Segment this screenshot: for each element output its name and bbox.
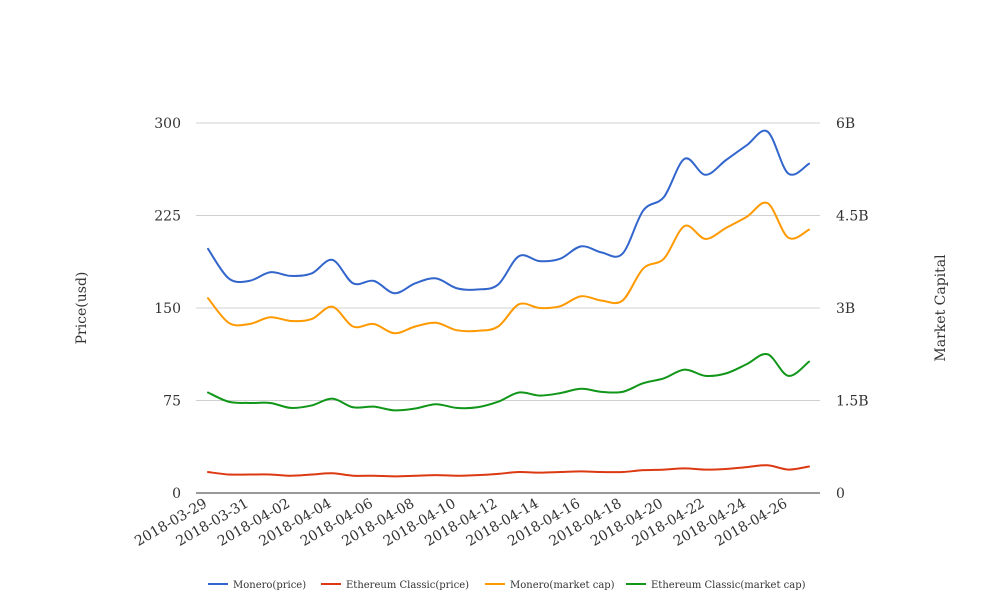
x-axis: 2018-03-292018-03-312018-04-022018-04-04… (132, 496, 790, 550)
legend-label: Monero(market cap) (510, 580, 615, 591)
series-line-monero-price (207, 129, 810, 295)
right-tick-label: 4.5B (836, 209, 869, 225)
right-tick-label: 6B (836, 116, 855, 132)
series-line-ethereum-classic-market-cap (207, 352, 810, 412)
left-tick-label: 225 (154, 209, 181, 225)
left-axis-title: Price(usd) (74, 272, 90, 345)
series-line-ethereum-classic-price (207, 464, 810, 478)
left-y-axis: 0 75 150 225 300 (154, 116, 181, 502)
series-line-monero-market-cap (207, 201, 810, 335)
left-tick-label: 300 (154, 116, 181, 132)
left-tick-label: 0 (172, 486, 181, 502)
right-tick-label: 0 (836, 486, 845, 502)
series-lines (207, 129, 810, 478)
legend: Monero(price) Ethereum Classic(price) Mone… (208, 580, 806, 591)
legend-label: Ethereum Classic(market cap) (651, 580, 806, 591)
right-tick-label: 1.5B (836, 394, 869, 410)
left-tick-label: 150 (154, 301, 181, 317)
right-y-axis: 0 1.5B 3B 4.5B 6B (836, 116, 869, 502)
right-tick-label: 3B (836, 301, 855, 317)
legend-label: Ethereum Classic(price) (346, 580, 469, 591)
left-tick-label: 75 (163, 394, 181, 410)
legend-label: Monero(price) (233, 580, 306, 591)
right-axis-title: Market Capital (933, 254, 949, 362)
gridlines (196, 122, 820, 494)
